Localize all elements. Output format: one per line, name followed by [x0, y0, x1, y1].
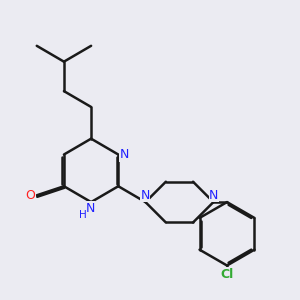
Text: N: N	[140, 189, 150, 202]
Text: H: H	[79, 210, 86, 220]
Text: O: O	[26, 189, 35, 202]
Text: Cl: Cl	[220, 268, 234, 281]
Text: N: N	[209, 189, 219, 202]
Text: N: N	[85, 202, 95, 215]
Text: N: N	[120, 148, 129, 161]
